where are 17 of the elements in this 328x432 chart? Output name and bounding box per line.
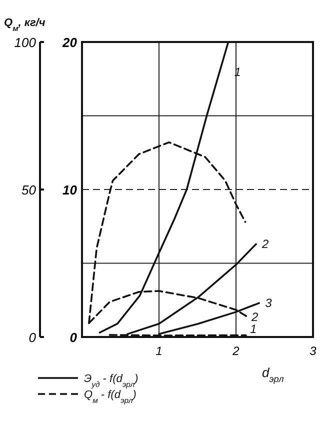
text: Q$_{м}$ - f(d$_{эрл}$) xyxy=(84,389,137,404)
text: Э$_{уд}$ - f(d$_{эрл}$) xyxy=(84,373,139,388)
series-label: 2 xyxy=(250,310,259,324)
x-tick-label: 3 xyxy=(310,344,317,358)
series-label: 3 xyxy=(265,296,272,310)
y-tick-label: 0 xyxy=(70,330,78,345)
y2-tick-label: 0 xyxy=(28,330,37,345)
x-axis-title: d$_{эрл}$ xyxy=(262,365,284,384)
x-tick-label: 1 xyxy=(156,344,162,358)
y2-tick-label: 100 xyxy=(14,35,37,50)
y2-tick-label: 50 xyxy=(22,182,37,198)
series-label: 1 xyxy=(250,322,257,336)
series-label: 2 xyxy=(261,237,270,252)
y-tick-label: 20 xyxy=(62,35,78,50)
x-tick-label: 2 xyxy=(232,344,240,358)
y-tick-label: 10 xyxy=(62,182,78,198)
y2-axis-title: Q$_{м}$, кг/ч xyxy=(4,17,46,32)
